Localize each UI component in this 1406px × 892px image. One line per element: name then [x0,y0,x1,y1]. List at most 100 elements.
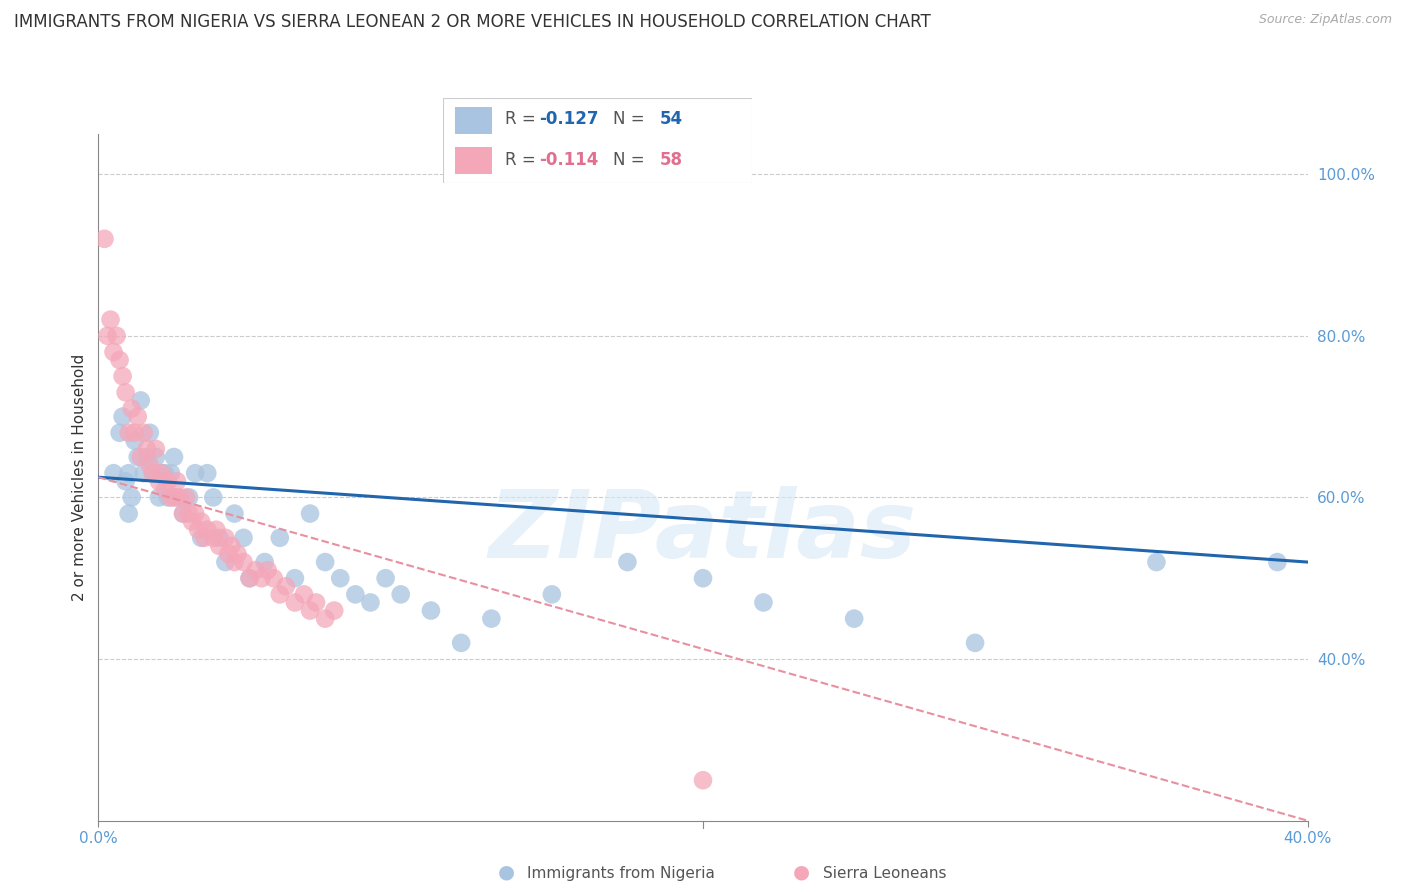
Point [195,466,218,480]
Point [232,555,254,569]
Point [96,328,118,343]
Point [132,466,155,480]
Text: -0.127: -0.127 [538,111,599,128]
Point [329,571,352,585]
Point [1267,555,1289,569]
Text: R =: R = [505,111,541,128]
Point [540,587,562,601]
Point [263,571,285,585]
Point [221,539,243,553]
Text: 54: 54 [659,111,682,128]
Point [105,328,128,343]
Point [142,466,165,480]
Point [135,450,157,464]
Point [965,636,987,650]
Point [420,603,443,617]
Point [114,385,136,400]
Point [389,587,412,601]
Point [1144,555,1167,569]
FancyBboxPatch shape [443,98,752,183]
Point [752,595,775,609]
Point [174,491,197,505]
Point [103,466,125,480]
Point [148,475,170,489]
Point [160,491,183,505]
Point [181,515,204,529]
Point [692,571,714,585]
Point [142,466,165,480]
Point [111,369,134,384]
Point [163,450,186,464]
Point [284,571,307,585]
Text: ZIPatlas: ZIPatlas [489,486,917,578]
Point [108,353,131,368]
Point [190,531,212,545]
Point [274,579,297,593]
Point [166,491,188,505]
Point [160,466,183,480]
Point [148,491,170,505]
Point [166,475,188,489]
Point [374,571,396,585]
Point [169,491,191,505]
Point [344,587,367,601]
Point [100,312,122,326]
Point [153,483,176,497]
Point [299,603,322,617]
Text: IMMIGRANTS FROM NIGERIA VS SIERRA LEONEAN 2 OR MORE VEHICLES IN HOUSEHOLD CORREL: IMMIGRANTS FROM NIGERIA VS SIERRA LEONEA… [14,13,931,31]
Point [127,450,149,464]
Point [284,595,307,609]
Point [150,466,173,480]
Point [269,587,291,601]
Point [245,563,267,577]
Point [195,523,218,537]
Point [224,507,246,521]
Point [253,555,276,569]
Text: ●: ● [498,863,515,881]
Point [145,442,167,456]
FancyBboxPatch shape [456,107,492,134]
Point [305,595,328,609]
Point [127,409,149,424]
Point [135,442,157,456]
Point [481,612,503,626]
Point [844,612,866,626]
Point [129,393,152,408]
Point [239,571,262,585]
Text: Immigrants from Nigeria: Immigrants from Nigeria [527,866,716,881]
Point [172,507,194,521]
Text: R =: R = [505,151,541,169]
Point [616,555,638,569]
Point [214,555,236,569]
Point [217,547,239,561]
Text: N =: N = [613,111,650,128]
Point [179,491,201,505]
Point [299,507,322,521]
Point [226,547,249,561]
Point [187,523,209,537]
Point [156,475,179,489]
Point [190,515,212,529]
Point [314,555,336,569]
Point [108,425,131,440]
Point [250,571,273,585]
Point [269,531,291,545]
Point [124,425,146,440]
Point [156,491,179,505]
Point [360,595,382,609]
Point [124,434,146,448]
Point [121,401,143,416]
Y-axis label: 2 or more Vehicles in Household: 2 or more Vehicles in Household [72,353,87,601]
FancyBboxPatch shape [456,147,492,175]
Point [184,466,207,480]
Point [118,425,141,440]
Point [129,450,152,464]
Point [323,603,346,617]
Point [179,507,201,521]
Point [239,571,262,585]
Point [153,466,176,480]
Text: 58: 58 [659,151,682,169]
Text: Sierra Leoneans: Sierra Leoneans [823,866,946,881]
Text: Source: ZipAtlas.com: Source: ZipAtlas.com [1258,13,1392,27]
Point [208,531,231,545]
